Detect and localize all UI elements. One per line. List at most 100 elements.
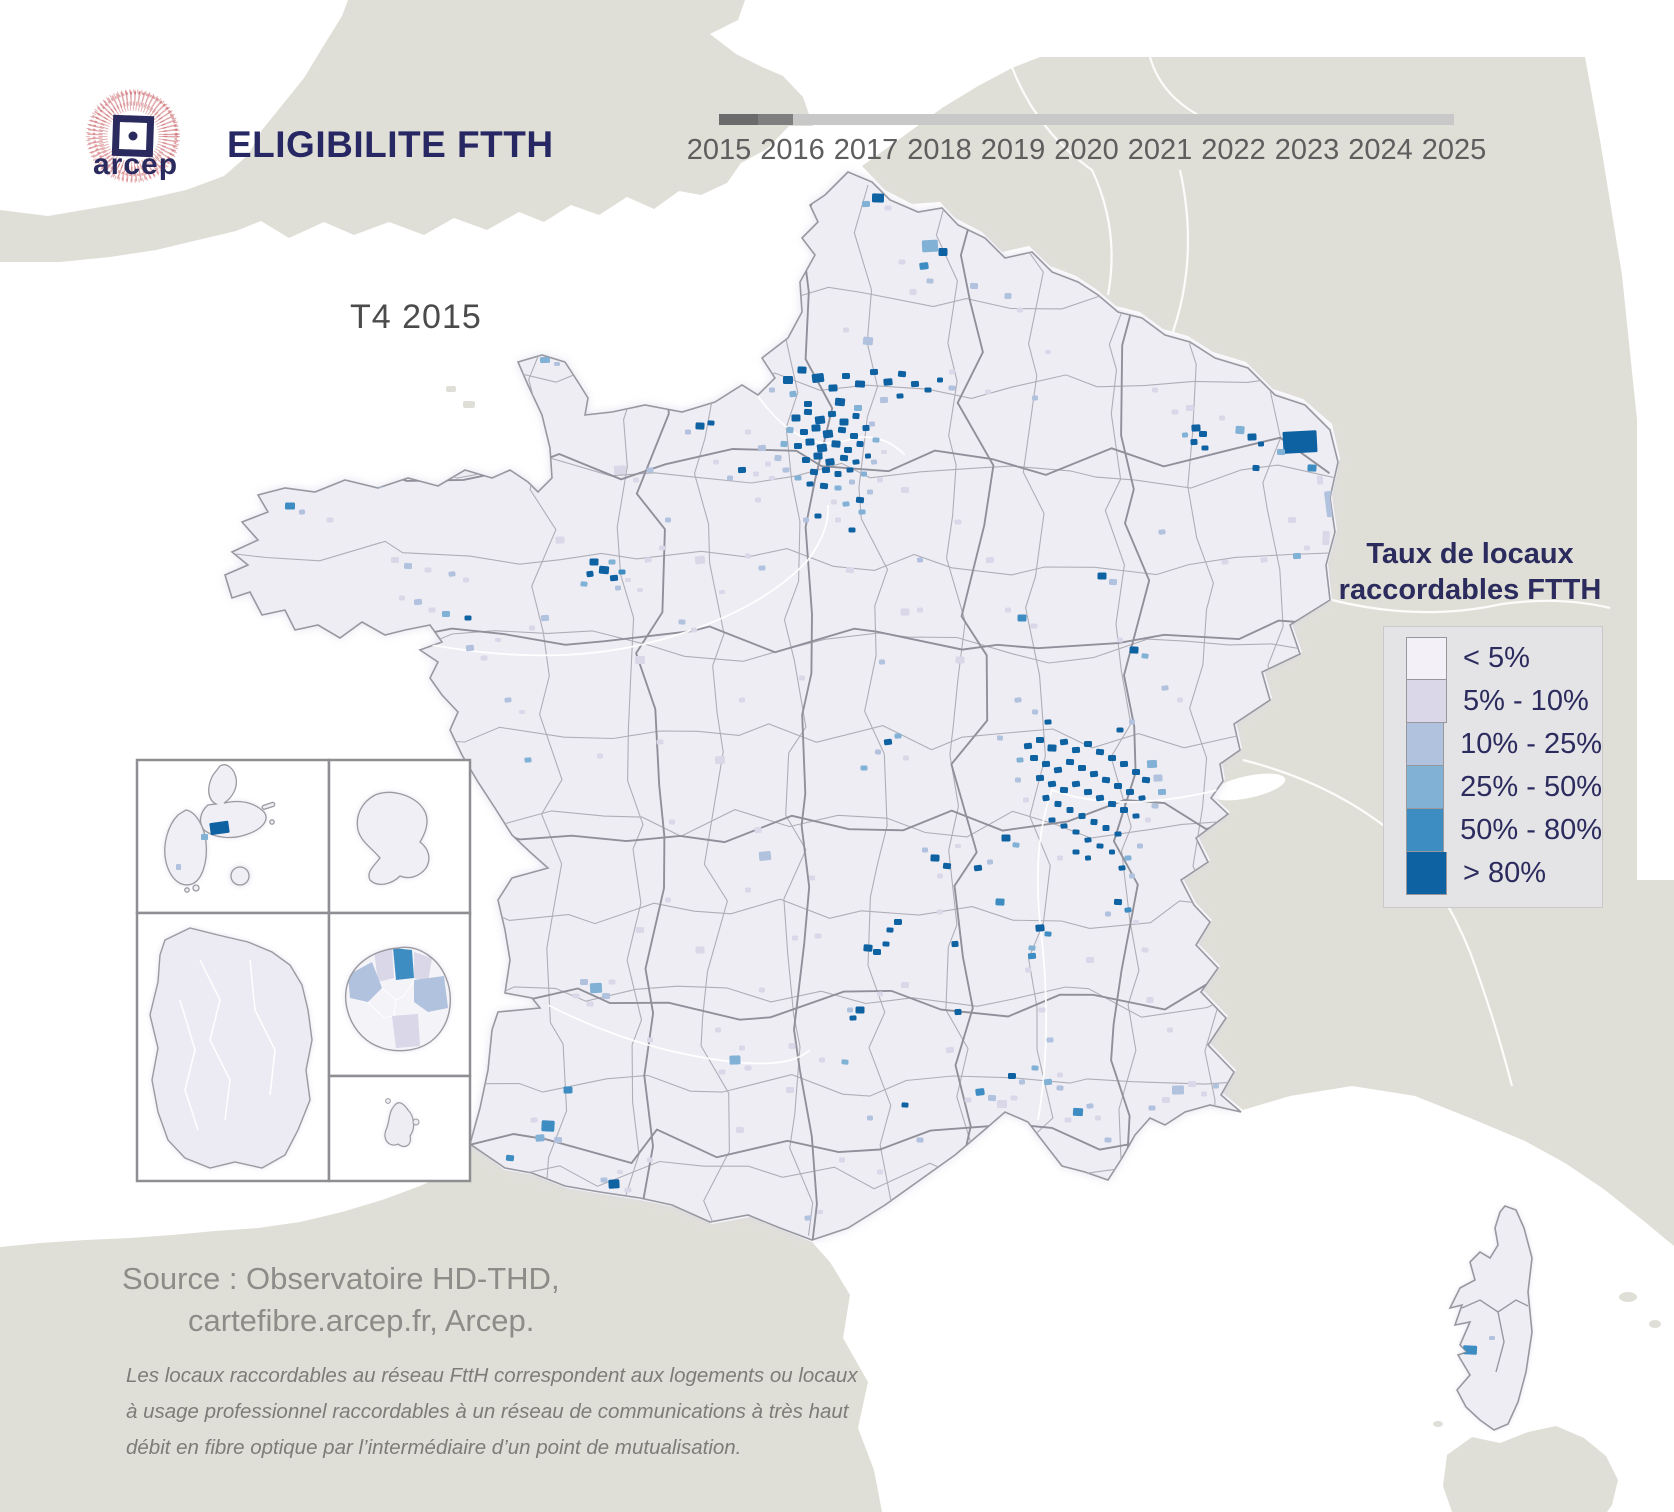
commune-spot [901, 1102, 909, 1108]
commune-spot [1181, 432, 1189, 438]
commune-spot [1151, 387, 1159, 393]
commune-spot [791, 414, 801, 422]
commune-spot [1132, 919, 1140, 925]
commune-spot [848, 527, 856, 533]
commune-spot [1014, 697, 1022, 703]
commune-spot [1247, 433, 1257, 441]
commune-spot [837, 426, 847, 434]
commune-spot [1131, 768, 1141, 776]
definition-note-line: à usage professionnel raccordables à un … [126, 1400, 849, 1423]
commune-spot [624, 1187, 632, 1193]
corsica-shape [1448, 1205, 1533, 1431]
legend-swatch [1406, 723, 1445, 766]
commune-spot [894, 733, 902, 739]
department-border-line [525, 184, 568, 1242]
commune-spot [839, 454, 849, 462]
year-timeline[interactable]: 2015 2016 2017 2018 2019 2020 2021 2022 2023 2024… [650, 106, 1550, 176]
commune-spot [448, 571, 456, 577]
commune-spot [758, 851, 772, 861]
timeline-year-2025[interactable]: 2025 [1421, 134, 1487, 166]
commune-spot [589, 558, 599, 566]
commune-spot [738, 697, 746, 703]
commune-spot [616, 1169, 624, 1175]
commune-spot [424, 567, 432, 573]
commune-spot [1138, 795, 1146, 801]
commune-spot [1054, 800, 1062, 808]
commune-spot [664, 897, 672, 903]
commune-spot [1078, 812, 1086, 820]
commune-spot [1212, 1083, 1220, 1089]
legend-label: > 80% [1463, 857, 1547, 889]
commune-spot [596, 753, 604, 759]
sardinia-landmass [1443, 1426, 1618, 1512]
commune-spot [954, 843, 962, 849]
timeline-year-2020[interactable]: 2020 [1054, 134, 1119, 166]
commune-spot [1044, 349, 1052, 355]
commune-spot [1128, 719, 1136, 725]
commune-spot [284, 502, 296, 510]
department-border-line [771, 184, 814, 1236]
commune-spot [1043, 1078, 1053, 1086]
timeline-year-2018[interactable]: 2018 [907, 134, 972, 166]
commune-spot [589, 982, 603, 994]
commune-spot [780, 440, 788, 448]
commune-spot [860, 471, 868, 477]
timeline-handle-dark[interactable] [719, 114, 758, 125]
commune-spot [540, 614, 550, 622]
timeline-year-2021[interactable]: 2021 [1127, 134, 1193, 166]
timeline-handle-light[interactable] [758, 114, 793, 125]
commune-spot [856, 440, 864, 448]
commune-spot [843, 446, 853, 454]
commune-spot [854, 380, 866, 388]
commune-spot [1044, 719, 1052, 725]
commune-spot [1108, 849, 1116, 855]
commune-spot [868, 421, 876, 427]
commune-spot [995, 898, 1005, 906]
inset-mayotte [384, 1098, 420, 1148]
timeline-year-2016[interactable]: 2016 [760, 134, 825, 166]
timeline-year-2023[interactable]: 2023 [1274, 134, 1340, 166]
commune-spot [842, 327, 850, 333]
page-title: ELIGIBILITE FTTH [227, 124, 554, 165]
commune-spot [1059, 786, 1069, 794]
commune-spot [846, 1007, 854, 1013]
commune-spot [786, 426, 794, 434]
commune-spot [1185, 404, 1195, 412]
commune-spot [1124, 855, 1132, 861]
timeline-year-2019[interactable]: 2019 [980, 134, 1046, 166]
commune-spot [465, 644, 475, 652]
island-blob [1649, 1320, 1661, 1328]
department-border-line [1182, 184, 1220, 1246]
commune-spot [902, 755, 910, 761]
timeline-track[interactable] [719, 114, 1454, 125]
commune-spot [608, 1179, 620, 1189]
commune-spot [1199, 431, 1207, 437]
timeline-year-2015[interactable]: 2015 [686, 134, 752, 166]
commune-spot [1084, 855, 1092, 861]
commune-spot [785, 1086, 795, 1094]
commune-spot [973, 864, 983, 872]
commune-spot [524, 757, 532, 763]
legend-swatch [1406, 852, 1447, 895]
commune-spot [718, 1069, 726, 1075]
timeline-handle[interactable] [719, 114, 793, 125]
commune-spot [764, 461, 772, 467]
commune-spot [853, 404, 863, 412]
legend-item: < 5% [1384, 637, 1602, 680]
selected-period-label: T4 2015 [350, 298, 482, 336]
timeline-year-2017[interactable]: 2017 [833, 134, 899, 166]
commune-spot [862, 424, 870, 432]
commune-spot [873, 949, 881, 955]
timeline-year-2024[interactable]: 2024 [1348, 134, 1413, 166]
commune-spot [635, 926, 645, 934]
commune-spot [1146, 759, 1158, 769]
commune-spot [910, 380, 920, 388]
commune-spot [609, 574, 619, 582]
commune-spot [975, 1088, 985, 1096]
timeline-year-2022[interactable]: 2022 [1201, 134, 1266, 166]
commune-spot [863, 944, 873, 952]
commune-spot [919, 262, 929, 270]
commune-spot [839, 418, 849, 426]
